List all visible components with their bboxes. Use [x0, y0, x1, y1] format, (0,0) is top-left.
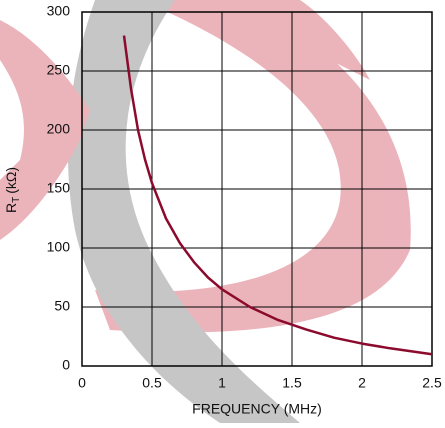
y-tick-label: 100: [47, 239, 71, 255]
y-tick-label: 50: [54, 298, 70, 314]
y-tick-label: 300: [47, 3, 71, 19]
x-tick-label: 0.5: [142, 375, 162, 391]
y-tick-label: 150: [47, 180, 71, 196]
y-tick-label: 200: [47, 121, 71, 137]
x-tick-label: 2.5: [422, 375, 442, 391]
x-tick-label: 1.5: [282, 375, 302, 391]
line-series: [122, 35, 433, 356]
watermark: [0, 0, 411, 423]
y-tick-label: 250: [47, 62, 71, 78]
x-tick-label: 0: [78, 375, 86, 391]
plot-frame: [81, 11, 433, 367]
y-label-unit: (kΩ): [3, 167, 19, 194]
y-axis-label: RT (kΩ): [3, 167, 22, 213]
y-label-main: R: [3, 203, 19, 213]
x-axis-label: FREQUENCY (MHz): [192, 401, 322, 417]
y-tick-label: 0: [62, 357, 70, 373]
x-tick-label: 1: [218, 375, 226, 391]
y-label-sub: T: [11, 197, 22, 203]
x-tick-label: 2: [358, 375, 366, 391]
